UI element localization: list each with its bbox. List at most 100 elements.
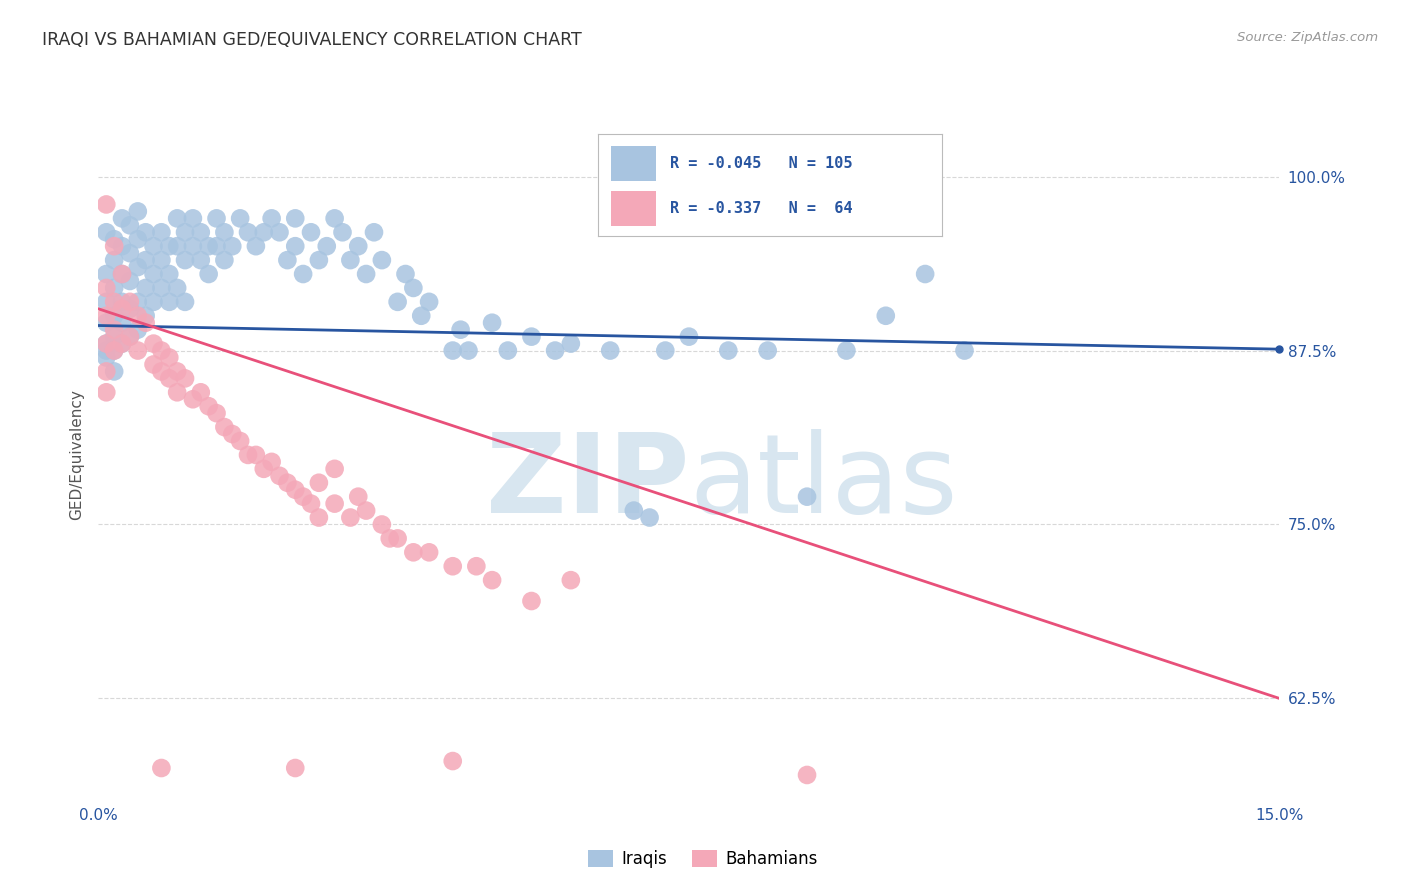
Point [418,545,440,559]
Point [387,532,409,546]
Point [96,267,118,281]
Point [221,239,243,253]
Point [205,406,228,420]
Point [378,532,401,546]
Point [284,761,307,775]
Point [96,336,118,351]
Point [387,294,409,309]
Point [402,281,425,295]
Point [253,462,276,476]
Point [269,468,291,483]
Point [157,371,180,385]
Point [323,211,346,226]
Point [678,329,700,343]
Point [142,336,165,351]
Point [465,559,488,574]
Point [796,768,818,782]
Point [118,301,141,316]
Point [118,274,141,288]
Point [181,211,204,226]
Point [150,225,173,239]
Point [103,281,125,295]
Point [544,343,567,358]
Point [181,239,204,253]
Point [96,294,118,309]
Point [418,294,440,309]
Point [363,225,385,239]
Point [638,510,661,524]
Point [111,336,134,351]
Point [135,316,157,330]
Point [118,219,141,233]
Point [111,267,134,281]
Point [269,225,291,239]
Point [953,343,976,358]
Text: R = -0.337   N =  64: R = -0.337 N = 64 [669,202,852,216]
Point [914,267,936,281]
Text: ZIP: ZIP [485,429,689,536]
Point [103,323,125,337]
Point [214,420,236,434]
Point [166,239,188,253]
Point [520,594,543,608]
Point [245,239,267,253]
Point [150,343,173,358]
Point [284,239,307,253]
Point [127,204,149,219]
Point [245,448,267,462]
Point [371,253,394,268]
Point [127,294,149,309]
Point [717,343,740,358]
Point [481,316,503,330]
Point [127,232,149,246]
Point [157,351,180,365]
Point [174,225,197,239]
Point [103,232,125,246]
Point [181,392,204,407]
Point [127,343,149,358]
Point [441,343,464,358]
Point [332,225,354,239]
Point [441,754,464,768]
Point [127,260,149,274]
Point [520,329,543,343]
Point [236,225,259,239]
Point [174,253,197,268]
Point [276,475,298,490]
Text: IRAQI VS BAHAMIAN GED/EQUIVALENCY CORRELATION CHART: IRAQI VS BAHAMIAN GED/EQUIVALENCY CORREL… [42,31,582,49]
Point [150,761,173,775]
Point [142,267,165,281]
Point [654,343,676,358]
Y-axis label: GED/Equivalency: GED/Equivalency [69,390,84,520]
Point [135,253,157,268]
Point [157,267,180,281]
Point [150,364,173,378]
Point [323,497,346,511]
Point [127,323,149,337]
Point [96,351,118,365]
Text: atlas: atlas [689,429,957,536]
Point [118,329,141,343]
Legend: Iraqis, Bahamians: Iraqis, Bahamians [582,843,824,875]
Point [150,253,173,268]
Point [166,385,188,400]
Point [308,253,330,268]
Point [347,490,370,504]
Point [118,246,141,260]
Point [481,573,503,587]
Point [260,211,283,226]
Point [394,267,416,281]
Point [229,434,252,448]
Point [756,343,779,358]
Point [347,239,370,253]
Point [292,267,315,281]
Point [796,490,818,504]
Point [96,309,118,323]
Point [411,309,433,323]
Point [103,329,125,343]
Point [142,358,165,372]
Point [284,211,307,226]
Point [441,559,464,574]
Point [103,253,125,268]
Point [299,225,322,239]
